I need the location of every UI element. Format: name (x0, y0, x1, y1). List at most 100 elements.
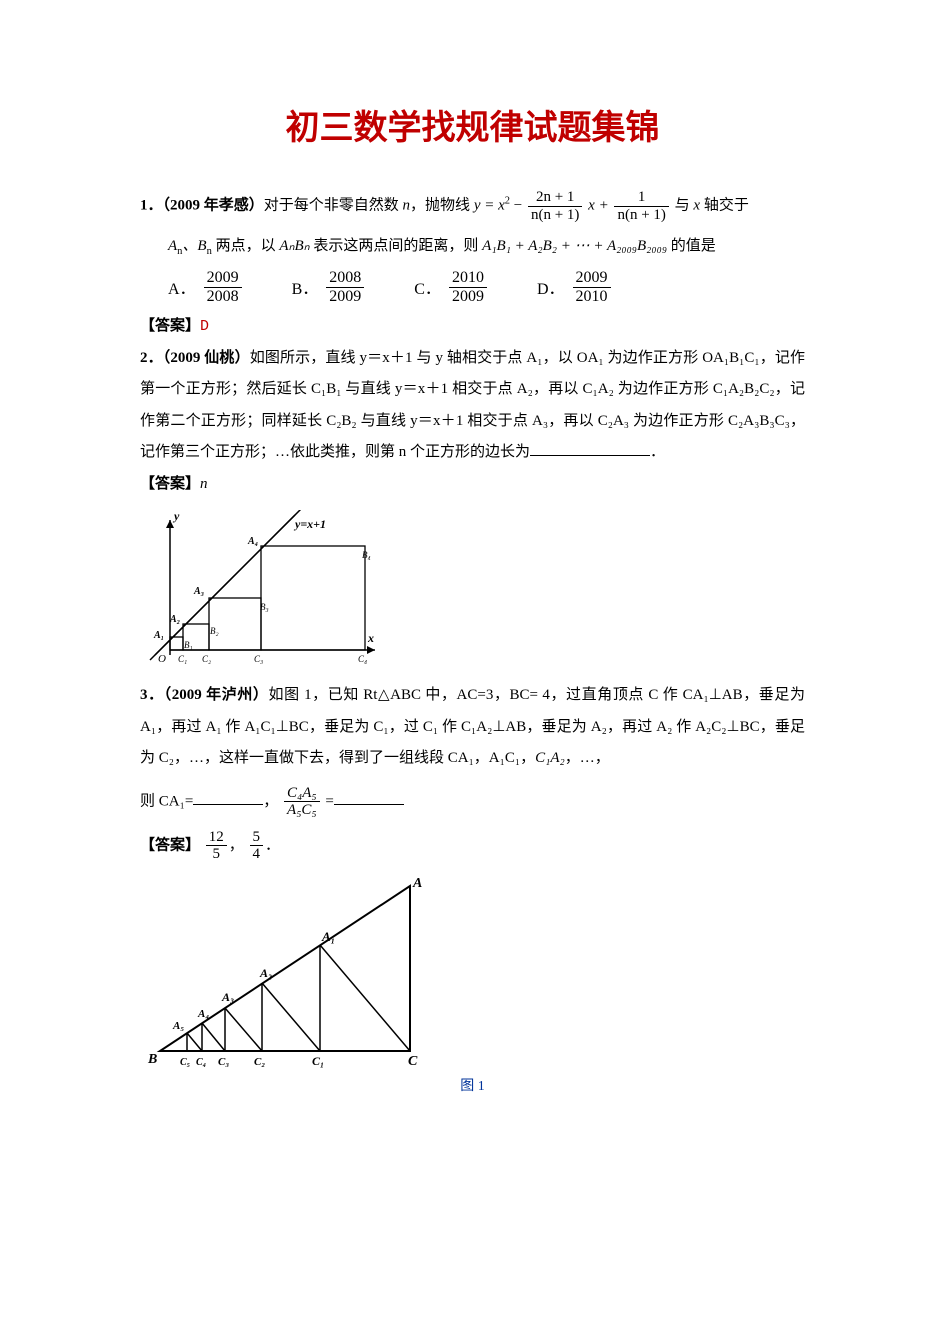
p2-C2: C₂ (202, 654, 211, 664)
p1-optC-label: C． (414, 275, 441, 299)
problem-1: 1．（2009 年孝感）对于每个非零自然数 n，抛物线 y = x2 − 2n … (140, 189, 805, 223)
p3-C2: C₂ (254, 1056, 265, 1068)
p3-A5: A₅ (172, 1020, 184, 1032)
p3-question: 则 CA₁=， C₄A₅A₅C₅ = (140, 785, 805, 819)
p3-C1A2: C₁A₂ (535, 750, 565, 766)
p1-l2c: 两点，以 (212, 238, 280, 254)
p1-B: 、B (182, 238, 206, 254)
p3-C3: C₃ (218, 1056, 229, 1068)
p3-figure-svg: A B C A₁ A₂ A₃ A₄ A₅ C₁ C₂ C₃ C₄ C₅ (140, 871, 430, 1071)
p3-ans-sep: ， (229, 837, 244, 853)
p3-tail: ，…， (565, 750, 610, 766)
p1-text-a: 对于每个非零自然数 (264, 197, 403, 213)
page-title: 初三数学找规律试题集锦 (140, 100, 805, 149)
p1-optD-frac: 20092010 (573, 269, 611, 305)
p3-fig-caption: 图 1 (140, 1075, 805, 1095)
p1-text-d: 轴交于 (700, 197, 749, 213)
p3-ans1-den: 5 (206, 846, 227, 863)
p3-ans2-num: 5 (250, 829, 264, 847)
p2-answer-label: 【答案】 (140, 476, 200, 492)
p3-C4: C₄ (196, 1057, 206, 1068)
problem-3: 3．（2009 年泸州）如图 1，已知 Rt△ABC 中，AC=3，BC= 4，… (140, 680, 805, 775)
p3-A4: A₄ (197, 1008, 209, 1020)
p2-C4: C₄ (358, 654, 367, 664)
p3-C5: C₅ (180, 1057, 190, 1068)
p2-period: ． (650, 444, 665, 460)
p1-l2e: 的值是 (667, 238, 716, 254)
p3-A1: A₁ (321, 929, 335, 944)
problem-2: 2．（2009 仙桃）如图所示，直线 y＝x＋1 与 y 轴相交于点 A₁，以 … (140, 343, 805, 469)
p1-option-c: C． 20102009 (414, 269, 489, 305)
p1-l2d: 表示这两点间的距离，则 (310, 238, 483, 254)
p1-frac2-den: n(n + 1) (614, 207, 668, 224)
p1-n: n (403, 197, 411, 213)
p2-blank (530, 440, 650, 456)
p3-source: （2009 年泸州） (164, 687, 269, 703)
p3-ans1: 125 (206, 829, 227, 863)
title-text: 初三数学找规律试题集锦 (286, 109, 660, 147)
p1-frac2-num: 1 (614, 189, 668, 207)
p2-y-label: y (172, 510, 180, 523)
p2-answer-value: n (200, 476, 208, 492)
p1-option-d: D． 20092010 (537, 269, 613, 305)
p3-blank2 (334, 789, 404, 805)
p1-eq-lhs: y = x (474, 197, 505, 213)
p3-answer-label: 【答案】 (140, 837, 200, 853)
p3-number: 3． (140, 687, 164, 703)
p2-figure: y x y=x+1 O A₁ B₁ C₁ A₂ B₂ C₂ A₃ B₃ C₃ A… (140, 510, 805, 670)
p1-optA-frac: 20092008 (204, 269, 242, 305)
p2-source: （2009 仙桃） (163, 350, 250, 366)
p1-answer-value: D (200, 318, 209, 335)
p3-frac-q: C₄A₅A₅C₅ (284, 785, 320, 819)
p2-figure-svg: y x y=x+1 O A₁ B₁ C₁ A₂ B₂ C₂ A₃ B₃ C₃ A… (140, 510, 390, 670)
p3-q-den: A₅C₅ (284, 802, 320, 819)
p2-B3: B₃ (260, 602, 269, 612)
p2-x-label: x (367, 631, 374, 645)
p1-minus1: − (510, 197, 526, 213)
p3-blank1 (193, 789, 263, 805)
p1-frac1-den: n(n + 1) (528, 207, 582, 224)
p3-comma: ， (263, 793, 278, 809)
p1-optA-label: A． (168, 275, 196, 299)
p1-answer-label: 【答案】 (140, 318, 200, 334)
p1-A: A (168, 238, 177, 254)
p1-AnBn: AₙBₙ (279, 238, 309, 254)
p3-period: ． (265, 837, 280, 853)
p3-C1: C₁ (312, 1054, 324, 1068)
p1-frac2: 1n(n + 1) (614, 189, 668, 223)
p1-optD-label: D． (537, 275, 565, 299)
p3-q-num: C₄A₅ (284, 785, 320, 803)
p2-text: 如图所示，直线 y＝x＋1 与 y 轴相交于点 A₁，以 OA₁ 为边作正方形 … (140, 350, 805, 461)
p1-frac1-num: 2n + 1 (528, 189, 582, 207)
p1-source: （2009 年孝感） (163, 197, 264, 213)
p3-ans1-num: 12 (206, 829, 227, 847)
p2-A2: A₂ (169, 614, 180, 625)
p3-A3: A₃ (221, 990, 234, 1004)
p2-line-label: y=x+1 (293, 517, 326, 531)
p1-number: 1． (140, 197, 163, 213)
p1-text-c: 与 (671, 197, 694, 213)
p3-C: C (408, 1054, 418, 1069)
p1-optB-label: B． (292, 275, 319, 299)
p3-answer: 【答案】 125， 54． (140, 829, 805, 863)
p1-frac1: 2n + 1n(n + 1) (528, 189, 582, 223)
p2-B1: B₁ (184, 640, 193, 650)
p3-ans2: 54 (250, 829, 264, 863)
p2-C1: C₁ (178, 654, 187, 664)
p3-A: A (412, 876, 422, 891)
p2-O: O (158, 653, 166, 665)
p1-sum: A₁B₁ + A₂B₂ + ⋯ + A₂₀₀₉B₂₀₀₉ (482, 238, 667, 254)
p1-optB-frac: 20082009 (326, 269, 364, 305)
p1-option-a: A． 20092008 (168, 269, 244, 305)
p1-option-b: B． 20082009 (292, 269, 367, 305)
p1-xmid: x + (584, 197, 612, 213)
p2-number: 2． (140, 350, 163, 366)
p2-answer: 【答案】n (140, 469, 805, 501)
problem-1-line2: An、Bn 两点，以 AₙBₙ 表示这两点间的距离，则 A₁B₁ + A₂B₂ … (140, 231, 805, 263)
p3-ans2-den: 4 (250, 846, 264, 863)
p2-B2: B₂ (210, 626, 219, 636)
p3-then: 则 CA₁= (140, 793, 193, 809)
p2-A1: A₁ (153, 630, 164, 641)
p2-B4: B₄ (362, 550, 371, 560)
p1-optC-frac: 20102009 (449, 269, 487, 305)
